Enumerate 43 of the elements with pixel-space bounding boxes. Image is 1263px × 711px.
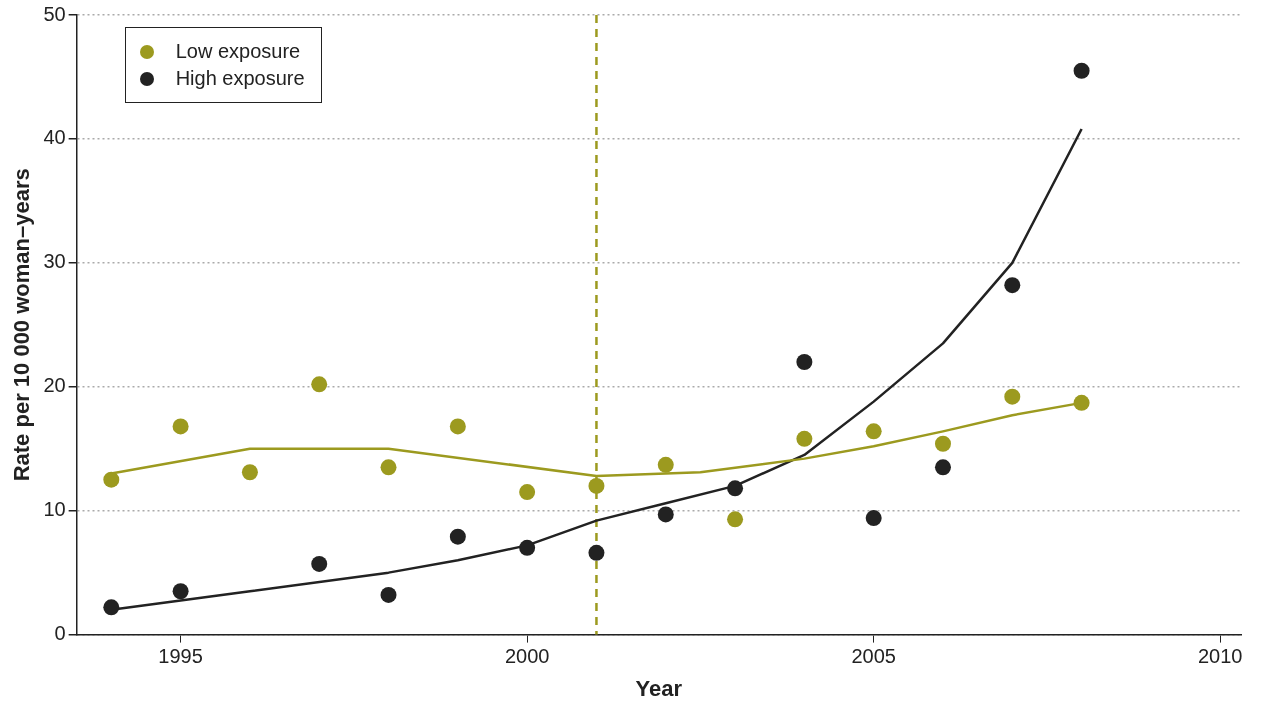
point [449, 418, 466, 435]
point [172, 418, 189, 435]
y-tick-label: 20 [43, 374, 66, 397]
point [172, 583, 189, 600]
x-axis-title: Year [635, 675, 683, 701]
point [657, 456, 674, 473]
point [103, 599, 120, 616]
point [657, 506, 674, 523]
point [380, 586, 397, 603]
x-tick-label: 2000 [504, 645, 550, 668]
y-axis-title: Rate per 10 000 woman–years [9, 168, 35, 482]
point [1004, 388, 1021, 405]
point [588, 477, 605, 494]
point [934, 435, 951, 452]
legend-label: High exposure [175, 67, 305, 90]
point [934, 459, 951, 476]
point [727, 511, 744, 528]
point [865, 510, 882, 527]
legend-label: Low exposure [175, 40, 301, 63]
point [380, 459, 397, 476]
point [519, 539, 536, 556]
y-tick-label: 30 [43, 250, 66, 273]
point [519, 484, 536, 501]
y-tick-label: 40 [43, 126, 66, 149]
x-tick-label: 2010 [1197, 645, 1243, 668]
x-tick-label: 2005 [851, 645, 896, 668]
x-tick-label: 1995 [158, 645, 203, 668]
point [241, 464, 258, 481]
y-tick-label: 10 [43, 498, 66, 521]
point [588, 544, 605, 561]
point [1004, 277, 1021, 294]
point [1073, 394, 1090, 411]
y-tick-label: 50 [43, 2, 66, 25]
point [311, 555, 328, 572]
y-tick-label: 0 [54, 622, 66, 645]
point [796, 353, 813, 370]
point [1073, 62, 1090, 79]
point [865, 423, 882, 440]
point [727, 480, 744, 497]
point [311, 376, 328, 393]
point [796, 430, 813, 447]
point [103, 471, 120, 488]
point [449, 528, 466, 545]
